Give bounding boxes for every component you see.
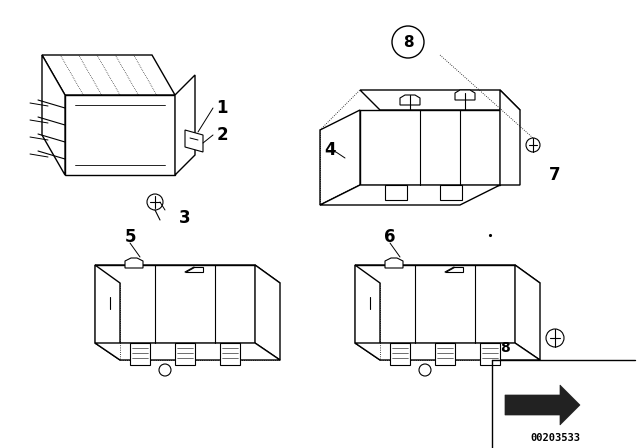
Polygon shape: [385, 258, 403, 268]
Polygon shape: [175, 75, 195, 175]
Polygon shape: [505, 385, 580, 425]
Polygon shape: [175, 343, 195, 365]
Polygon shape: [220, 343, 240, 365]
Polygon shape: [185, 130, 203, 152]
Polygon shape: [95, 265, 255, 343]
Polygon shape: [255, 265, 280, 360]
Text: 8: 8: [500, 341, 510, 355]
Text: 1: 1: [216, 99, 228, 117]
Polygon shape: [390, 343, 410, 365]
Text: 4: 4: [324, 141, 336, 159]
Polygon shape: [360, 90, 520, 110]
Polygon shape: [400, 95, 420, 105]
Polygon shape: [95, 265, 120, 360]
Text: 00203533: 00203533: [530, 433, 580, 443]
Polygon shape: [130, 343, 150, 365]
Polygon shape: [42, 55, 175, 95]
Polygon shape: [515, 265, 540, 360]
Polygon shape: [440, 185, 462, 200]
Polygon shape: [95, 343, 280, 360]
Text: 3: 3: [179, 209, 191, 227]
Polygon shape: [320, 110, 360, 205]
Polygon shape: [355, 265, 380, 360]
Polygon shape: [355, 265, 515, 343]
Polygon shape: [435, 343, 455, 365]
Polygon shape: [385, 185, 407, 200]
Polygon shape: [455, 90, 475, 100]
Text: 5: 5: [124, 228, 136, 246]
Polygon shape: [360, 110, 500, 185]
Polygon shape: [480, 343, 500, 365]
Polygon shape: [355, 265, 540, 283]
Polygon shape: [42, 55, 65, 175]
Polygon shape: [500, 90, 520, 185]
Polygon shape: [95, 265, 280, 283]
Text: 6: 6: [384, 228, 396, 246]
Text: 7: 7: [549, 166, 561, 184]
Polygon shape: [445, 267, 463, 272]
Polygon shape: [185, 267, 203, 272]
Text: 8: 8: [403, 34, 413, 49]
Polygon shape: [320, 185, 500, 205]
Polygon shape: [355, 343, 540, 360]
Polygon shape: [65, 95, 175, 175]
Polygon shape: [125, 258, 143, 268]
Text: 2: 2: [216, 126, 228, 144]
